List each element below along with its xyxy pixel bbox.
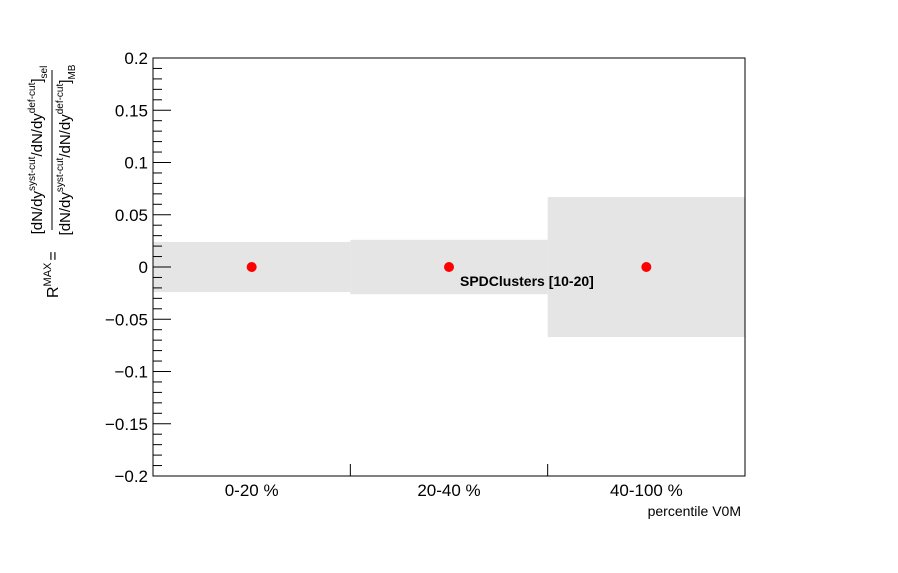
- data-point: [246, 262, 257, 272]
- ylabel-den-1: [dN/dy: [57, 192, 74, 236]
- ylabel-num-sup2: def-cut: [27, 82, 38, 113]
- ylabel-den-sup1: syst-cut: [55, 157, 66, 192]
- y-tick-label: −0.05: [105, 310, 148, 329]
- y-axis-tick-labels: 0.2 0.15 0.1 0.05 0 −0.05 −0.1 −0.15 −0.2: [105, 49, 148, 486]
- ylabel-num-sub: sel: [39, 66, 50, 79]
- ylabel-num-3: ]: [29, 78, 46, 82]
- svg-text:RMAX=: RMAX =: [42, 251, 62, 298]
- x-axis-ticks: [349, 464, 549, 476]
- y-tick-label: 0: [139, 258, 148, 277]
- ylabel-den-sup2: def-cut: [55, 83, 66, 114]
- data-points: [246, 262, 652, 272]
- ylabel-den-3: ]: [57, 80, 74, 84]
- y-axis-ticks: [153, 57, 171, 477]
- y-tick-label: −0.1: [114, 363, 148, 382]
- x-axis-title: percentile V0M: [648, 503, 741, 519]
- ylabel-den-2: /dN/dy: [57, 114, 74, 158]
- x-tick-label: 0-20 %: [225, 481, 279, 500]
- ylabel-den-sub: MB: [67, 64, 78, 79]
- ylabel-num-2: /dN/dy: [29, 113, 46, 157]
- y-tick-label: 0.1: [124, 154, 148, 173]
- svg-text:[dN/dysyst-cut/dN/dydef-cut]MB: [dN/dysyst-cut/dN/dydef-cut]MB: [55, 64, 78, 235]
- ylabel-equals: =: [45, 251, 62, 260]
- data-point: [641, 262, 652, 272]
- svg-text:[dN/dysyst-cut/dN/dydef-cut]se: [dN/dysyst-cut/dN/dydef-cut]sel: [27, 66, 50, 235]
- y-tick-label: 0.05: [115, 206, 148, 225]
- y-tick-label: −0.15: [105, 415, 148, 434]
- data-point: [444, 262, 454, 272]
- y-tick-label: 0.2: [124, 49, 148, 68]
- ylabel-lhs-sup: MAX: [42, 262, 54, 287]
- y-tick-label: 0.15: [115, 101, 148, 120]
- ylabel-num-1: [dN/dy: [29, 191, 46, 235]
- ylabel-lhs: R: [45, 286, 62, 298]
- y-tick-label: −0.2: [114, 467, 148, 486]
- x-tick-label: 20-40 %: [417, 481, 480, 500]
- annotation-label: SPDClusters [10-20]: [460, 273, 594, 289]
- x-tick-label: 40-100 %: [610, 481, 683, 500]
- ylabel-num-sup1: syst-cut: [27, 156, 38, 191]
- x-axis-tick-labels: 0-20 % 20-40 % 40-100 %: [225, 481, 683, 500]
- y-axis-title: RMAX= [dN/dysyst-cut/dN/dydef-cut]sel [d…: [27, 64, 78, 298]
